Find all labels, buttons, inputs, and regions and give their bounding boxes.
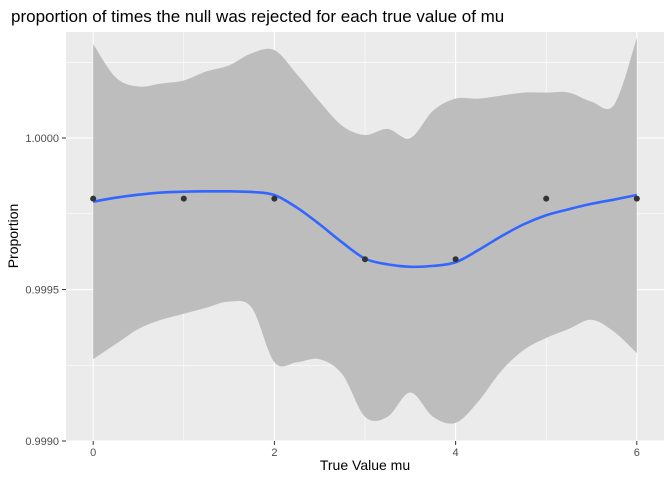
y-tick-label: 0.9990 (25, 436, 59, 448)
x-tick-label: 0 (90, 447, 96, 459)
y-tick-label: 0.9995 (25, 285, 59, 297)
chart-title: proportion of times the null was rejecte… (11, 7, 504, 26)
data-point (180, 195, 187, 202)
data-points (90, 195, 640, 263)
confidence-ribbon (93, 38, 637, 424)
y-axis-ticks: 0.9990 0.9995 1.0000 (25, 133, 66, 448)
y-axis-title: Proportion (5, 204, 21, 269)
x-axis-title: True Value mu (320, 457, 410, 473)
data-point (362, 256, 368, 263)
x-tick-label: 2 (271, 447, 277, 459)
x-tick-label: 4 (453, 447, 459, 459)
x-tick-label: 6 (634, 447, 640, 459)
y-tick-label: 1.0000 (25, 133, 59, 145)
x-axis-ticks: 0 2 4 6 (90, 441, 640, 459)
data-point (271, 195, 278, 202)
data-point (633, 195, 640, 202)
data-point (90, 195, 97, 202)
data-point (543, 195, 550, 202)
data-point (452, 256, 459, 263)
